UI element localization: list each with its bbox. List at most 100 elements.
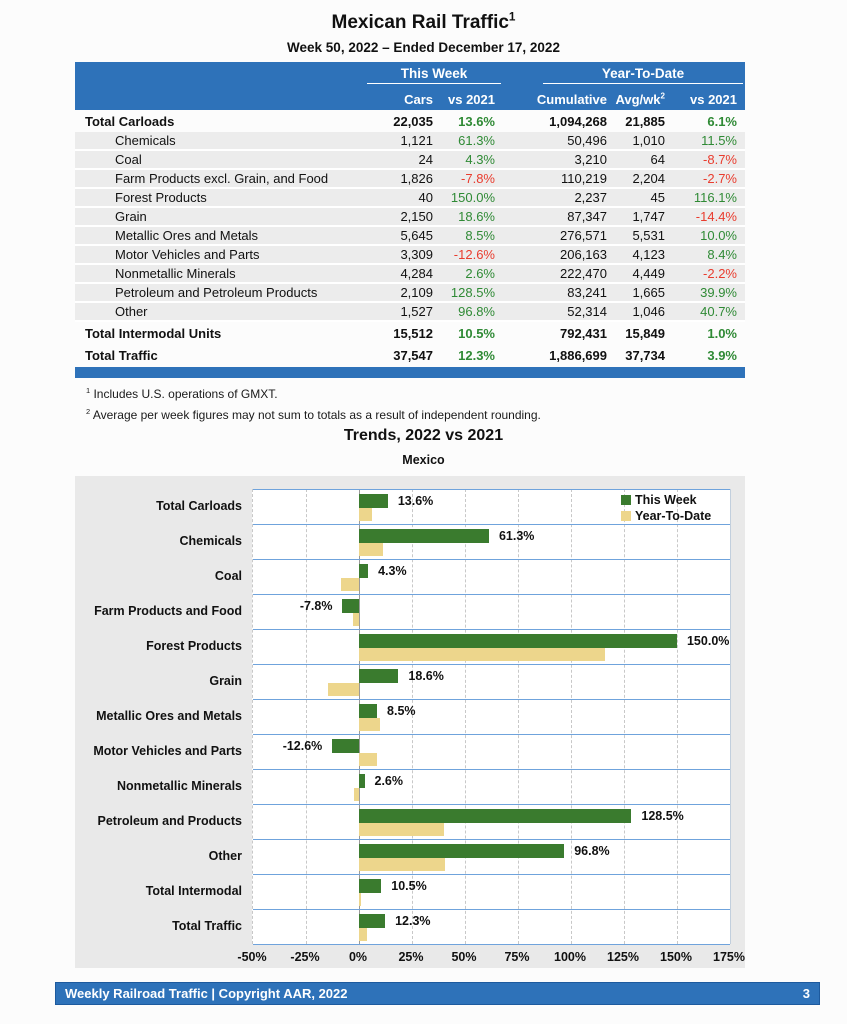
cell-avg-wk: 15,849 xyxy=(625,325,665,341)
cell-vs2021-week: 4.3% xyxy=(465,152,495,167)
chart-row: 96.8% xyxy=(253,840,730,875)
cell-category: Chemicals xyxy=(115,133,176,148)
cell-cars: 1,527 xyxy=(400,304,433,319)
chart-row: 128.5% xyxy=(253,805,730,840)
x-axis-tick-label: 125% xyxy=(607,950,639,964)
chart-category-label: Total Traffic xyxy=(172,919,242,933)
cell-category: Coal xyxy=(115,152,142,167)
footnote: 1 Includes U.S. operations of GMXT. xyxy=(86,386,278,401)
cell-category: Other xyxy=(115,304,148,319)
avg-wk-text: Avg/wk xyxy=(615,91,661,107)
column-header-cumulative: Cumulative xyxy=(536,91,607,107)
bar-year-to-date xyxy=(359,508,372,521)
x-axis-tick-label: 25% xyxy=(398,950,424,964)
table-body: Total Carloads 22,035 13.6% 1,094,268 21,885… xyxy=(75,110,745,366)
bar-this-week xyxy=(359,563,369,578)
bar-year-to-date xyxy=(359,893,362,906)
cell-vs2021-ytd: -14.4% xyxy=(695,209,737,224)
cell-vs2021-week: -7.8% xyxy=(461,171,495,186)
bar-value-label: 2.6% xyxy=(374,773,404,788)
cell-cumulative: 792,431 xyxy=(560,325,607,341)
gridline xyxy=(518,489,519,944)
cell-vs2021-ytd: 40.7% xyxy=(700,304,737,319)
bar-year-to-date xyxy=(353,613,359,626)
cell-category: Nonmetallic Minerals xyxy=(115,266,236,281)
bar-value-label: 12.3% xyxy=(395,913,431,928)
legend-swatch xyxy=(621,511,631,521)
bar-value-label: 13.6% xyxy=(397,493,434,508)
table-row: Metallic Ores and Metals 5,645 8.5% 276,571… xyxy=(75,227,745,246)
chart-category-label: Chemicals xyxy=(179,534,242,548)
bar-this-week xyxy=(359,633,677,648)
cell-category: Total Carloads xyxy=(85,113,175,129)
chart-row: 61.3% xyxy=(253,525,730,560)
bar-value-label: 8.5% xyxy=(387,703,416,718)
chart-plot-area: 13.6% 61.3% 4.3% -7.8% 150.0% 18.6% 8.5% -12.6%… xyxy=(252,489,731,945)
chart-row: -7.8% xyxy=(253,595,730,630)
chart-row: 13.6% xyxy=(253,490,730,525)
cell-avg-wk: 5,531 xyxy=(632,228,665,243)
table-row: Motor Vehicles and Parts 3,309 -12.6% 206,1… xyxy=(75,246,745,265)
gridline xyxy=(306,489,307,944)
chart-legend: This Week Year-To-Date xyxy=(621,492,711,524)
cell-cars: 15,512 xyxy=(393,325,433,341)
column-header-avg-wk: Avg/wk2 xyxy=(607,92,665,107)
cell-vs2021-week: 18.6% xyxy=(458,209,495,224)
chart-category-label: Petroleum and Products xyxy=(97,814,242,828)
bar-value-label: 10.5% xyxy=(391,878,427,893)
chart-category-label: Other xyxy=(208,849,242,863)
x-axis-tick-label: 0% xyxy=(348,950,368,964)
table-row: Grain 2,150 18.6% 87,347 1,747 -14.4% xyxy=(75,208,745,227)
cell-avg-wk: 4,123 xyxy=(632,247,665,262)
chart-category-label: Coal xyxy=(214,569,242,583)
bar-this-week xyxy=(359,668,399,683)
cell-vs2021-ytd: 11.5% xyxy=(701,133,737,148)
x-axis-tick-label: -50% xyxy=(237,950,267,964)
bar-year-to-date xyxy=(359,823,444,836)
table-row: Total Traffic 37,547 12.3% 1,886,699 37,734 3… xyxy=(75,344,745,366)
chart-row: 4.3% xyxy=(253,560,730,595)
chart-rows: 13.6% 61.3% 4.3% -7.8% 150.0% 18.6% 8.5% -12.6%… xyxy=(253,489,730,945)
x-axis-tick-label: 150% xyxy=(660,950,692,964)
page-footer: Weekly Railroad Traffic | Copyright AAR,… xyxy=(55,982,820,1005)
x-axis-tick-label: 100% xyxy=(553,950,586,964)
cell-vs2021-week: 2.6% xyxy=(465,266,495,281)
footnote-ref: 1 xyxy=(86,386,91,395)
chart-category-label: Farm Products and Food xyxy=(94,604,242,618)
cell-category: Motor Vehicles and Parts xyxy=(115,247,260,262)
chart-subtitle: Mexico xyxy=(402,453,445,467)
cell-cumulative: 276,571 xyxy=(560,228,607,243)
trends-bar-chart: Total Carloads Chemicals Coal Farm Products… xyxy=(75,476,745,968)
legend-swatch xyxy=(621,495,631,505)
avg-wk-footnote-ref: 2 xyxy=(660,91,665,101)
bar-value-label: 150.0% xyxy=(686,633,730,648)
page-title: Mexican Rail Traffic1 xyxy=(0,11,847,34)
cell-cumulative: 52,314 xyxy=(567,304,607,319)
rail-traffic-table: This Week Year-To-Date Cars vs 2021 Cumu… xyxy=(75,62,745,366)
bar-this-week xyxy=(359,878,382,893)
cell-avg-wk: 1,046 xyxy=(632,304,665,319)
gridline xyxy=(677,489,678,944)
cell-cars: 24 xyxy=(418,152,433,167)
cell-vs2021-ytd: 10.0% xyxy=(700,228,737,243)
cell-avg-wk: 45 xyxy=(650,190,665,205)
gridline xyxy=(624,489,625,944)
cell-vs2021-week: 10.5% xyxy=(458,325,495,341)
page-title-text: Mexican Rail Traffic xyxy=(331,12,509,33)
page-subtitle: Week 50, 2022 – Ended December 17, 2022 xyxy=(287,40,560,55)
table-header: This Week Year-To-Date Cars vs 2021 Cumu… xyxy=(75,62,745,110)
bar-value-label: -7.8% xyxy=(299,598,333,613)
cell-cars: 1,121 xyxy=(400,133,433,148)
cell-avg-wk: 1,747 xyxy=(632,209,665,224)
bar-this-week xyxy=(359,913,386,928)
chart-row: 10.5% xyxy=(253,875,730,910)
chart-category-label: Total Carloads xyxy=(156,499,242,513)
group-header-this-week: This Week xyxy=(367,66,501,84)
bar-value-label: 18.6% xyxy=(408,668,444,683)
cell-cars: 40 xyxy=(418,190,433,205)
cell-category: Petroleum and Petroleum Products xyxy=(115,285,318,300)
cell-vs2021-week: 8.5% xyxy=(465,228,495,243)
legend-label: This Week xyxy=(635,493,697,507)
table-row: Total Intermodal Units 15,512 10.5% 792,431… xyxy=(75,322,745,344)
cell-category: Total Intermodal Units xyxy=(85,325,222,341)
